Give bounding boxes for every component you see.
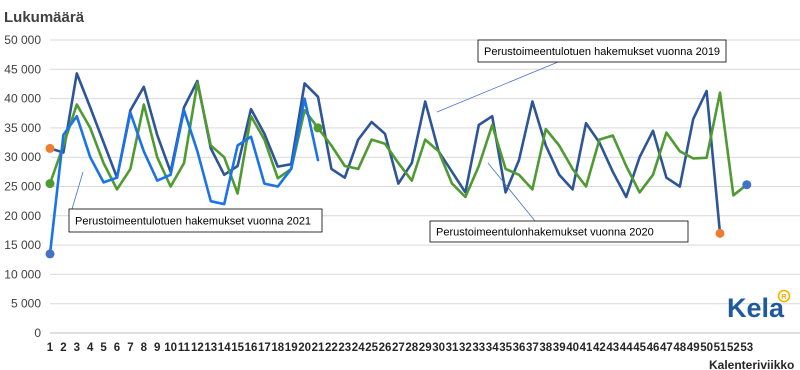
y-tick-label: 25 000	[4, 180, 41, 194]
data-point-marker	[45, 249, 55, 259]
x-tick-label: 22	[325, 342, 338, 354]
x-tick-label: 3	[74, 342, 80, 354]
x-tick-label: 35	[499, 342, 512, 354]
y-axis-ticks: 0 5 000 10 000 15 000 20 000 25 000 30 000 35 0…	[4, 33, 41, 340]
x-tick-label: 50	[700, 342, 713, 354]
y-tick-label: 10 000	[4, 267, 41, 281]
x-tick-label: 49	[687, 342, 700, 354]
x-tick-label: 47	[660, 342, 673, 354]
y-tick-label: 40 000	[4, 92, 41, 106]
x-tick-label: 15	[231, 342, 244, 354]
y-tick-label: 5 000	[11, 297, 41, 311]
x-tick-label: 23	[338, 342, 351, 354]
x-tick-label: 10	[164, 342, 177, 354]
x-tick-label: 17	[258, 342, 271, 354]
y-tick-label: 45 000	[4, 62, 41, 76]
x-tick-label: 41	[580, 342, 593, 354]
x-tick-label: 7	[127, 342, 133, 354]
data-point-marker	[742, 180, 752, 190]
data-point-marker	[45, 143, 55, 153]
x-tick-label: 33	[472, 342, 485, 354]
x-tick-label: 36	[513, 342, 526, 354]
x-tick-label: 31	[446, 342, 459, 354]
annotation-leader-line	[71, 171, 84, 210]
x-tick-label: 9	[154, 342, 160, 354]
x-tick-label: 2	[60, 342, 66, 354]
x-tick-label: 25	[365, 342, 378, 354]
logo-badge-letter: R	[781, 292, 787, 301]
x-tick-label: 48	[673, 342, 686, 354]
x-tick-label: 20	[298, 342, 311, 354]
x-tick-label: 5	[100, 342, 107, 354]
x-tick-label: 32	[459, 342, 472, 354]
x-tick-label: 18	[271, 342, 284, 354]
x-tick-label: 14	[218, 342, 231, 354]
series-line-3	[48, 97, 320, 256]
x-tick-label: 39	[553, 342, 566, 354]
series-lines	[48, 72, 749, 256]
y-tick-label: 35 000	[4, 121, 41, 135]
x-tick-label: 45	[633, 342, 646, 354]
logo-badge-icon	[777, 289, 791, 303]
x-tick-label: 27	[392, 342, 405, 354]
annotation-text: Perustoimeentulotuen hakemukset vuonna 2…	[75, 216, 311, 228]
x-tick-label: 46	[647, 342, 660, 354]
x-tick-label: 29	[419, 342, 432, 354]
x-tick-label: 53	[740, 342, 753, 354]
annotation-box	[68, 208, 323, 233]
x-tick-label: 12	[191, 342, 204, 354]
y-tick-label: 15 000	[4, 238, 41, 252]
x-tick-label: 43	[606, 342, 619, 354]
x-tick-label: 42	[593, 342, 606, 354]
series-line-1	[48, 72, 722, 235]
x-tick-label: 13	[204, 342, 217, 354]
y-axis-label: Lukumäärä	[4, 9, 85, 26]
annotation-box	[429, 220, 689, 243]
annotation-box	[477, 39, 727, 63]
y-tick-label: 0	[34, 326, 41, 340]
x-tick-label: 16	[245, 342, 258, 354]
grid-lines	[50, 39, 800, 334]
x-tick-label: 34	[486, 342, 499, 354]
data-point-marker	[45, 179, 55, 189]
x-tick-label: 4	[87, 342, 94, 354]
y-tick-label: 20 000	[4, 209, 41, 223]
x-tick-label: 28	[405, 342, 418, 354]
annotation-leader-line	[487, 162, 536, 222]
y-tick-label: 50 000	[4, 33, 41, 47]
kela-logo: Kela R	[727, 289, 791, 323]
x-tick-label: 37	[526, 342, 539, 354]
x-tick-label: 8	[141, 342, 148, 354]
x-tick-label: 40	[566, 342, 579, 354]
x-axis-ticks: 1 2 3 4 5 6 7 8 9 10 11 12 13 14 15 16 17 18 19 20 21 22 23 24 2…	[47, 342, 753, 354]
x-tick-label: 44	[620, 342, 633, 354]
data-point-marker	[313, 123, 323, 133]
annotation-text: Perustoimeentulonhakemukset vuonna 2020	[436, 227, 654, 239]
x-tick-label: 19	[285, 342, 298, 354]
x-tick-label: 24	[352, 342, 365, 354]
y-tick-label: 30 000	[4, 150, 41, 164]
x-axis-label: Kalenteriviikko	[709, 358, 794, 370]
x-tick-label: 51	[714, 342, 727, 354]
annotation-text: Perustoimeentulotuen hakemukset vuonna 2…	[484, 46, 720, 58]
logo-text: Kela	[727, 293, 785, 323]
annotations: Perustoimeentulotuen hakemukset vuonna 2…	[68, 39, 727, 243]
x-tick-label: 21	[312, 342, 325, 354]
series-markers	[45, 123, 752, 259]
x-tick-label: 38	[539, 342, 552, 354]
x-tick-label: 6	[114, 342, 120, 354]
annotation-leader-line	[436, 61, 559, 113]
x-tick-label: 52	[727, 342, 740, 354]
x-tick-label: 11	[178, 342, 191, 354]
x-tick-label: 30	[432, 342, 445, 354]
data-point-marker	[715, 228, 725, 238]
x-tick-label: 1	[47, 342, 54, 354]
x-tick-label: 26	[379, 342, 392, 354]
